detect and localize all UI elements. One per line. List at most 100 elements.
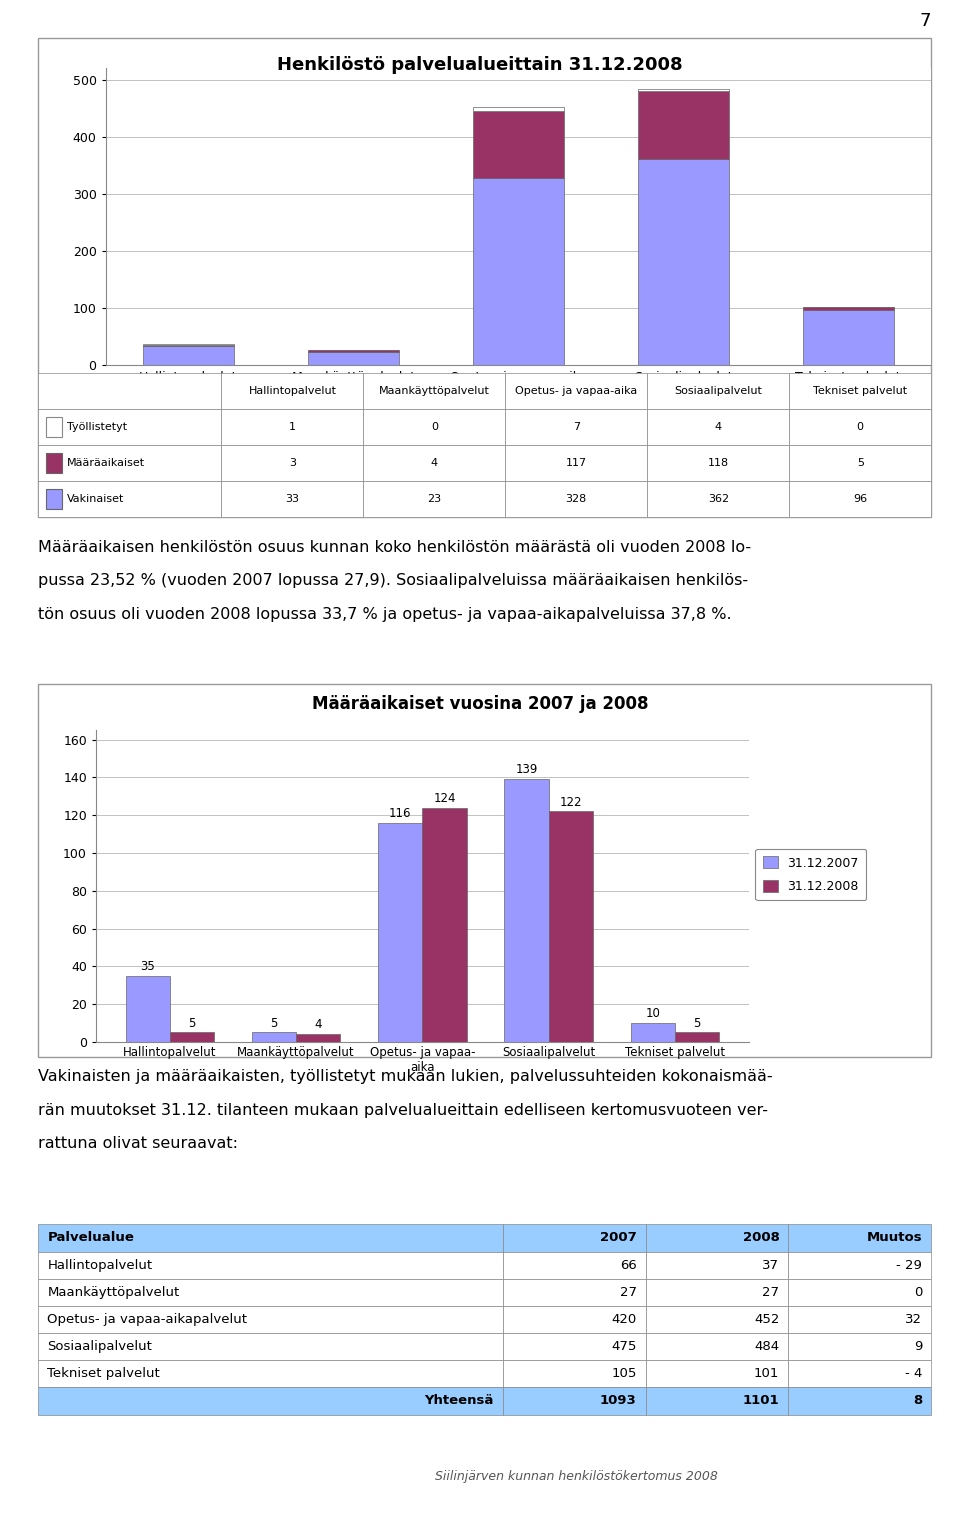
Bar: [296, 1034, 341, 1042]
Bar: [473, 111, 564, 178]
Text: 105: 105: [612, 1367, 636, 1380]
Bar: [143, 344, 234, 347]
Text: 27: 27: [762, 1285, 780, 1299]
Text: Siilinjärven kunnan henkilöstökertomus 2008: Siilinjärven kunnan henkilöstökertomus 2…: [435, 1469, 717, 1483]
Text: Määräaikaiset: Määräaikaiset: [67, 458, 145, 468]
Bar: [789, 481, 931, 517]
Text: 117: 117: [565, 458, 587, 468]
Text: 5: 5: [271, 1016, 277, 1030]
Bar: [505, 373, 647, 409]
Text: Tekniset palvelut: Tekniset palvelut: [813, 386, 907, 395]
Text: 37: 37: [762, 1259, 780, 1272]
Text: 1101: 1101: [743, 1395, 780, 1407]
Text: 4: 4: [431, 458, 438, 468]
Bar: [645, 1387, 788, 1415]
Text: 5: 5: [693, 1016, 701, 1030]
Text: 96: 96: [853, 494, 867, 503]
Text: Yhteensä: Yhteensä: [424, 1395, 493, 1407]
Text: 4: 4: [714, 421, 722, 432]
Text: 0: 0: [431, 421, 438, 432]
Text: Muutos: Muutos: [867, 1232, 923, 1244]
Bar: [364, 481, 505, 517]
Text: 139: 139: [516, 764, 538, 776]
Text: Määräaikaisen henkilöstön osuus kunnan koko henkilöstön määrästä oli vuoden 2008: Määräaikaisen henkilöstön osuus kunnan k…: [38, 540, 752, 555]
Text: tön osuus oli vuoden 2008 lopussa 33,7 % ja opetus- ja vapaa-aikapalveluissa 37,: tön osuus oli vuoden 2008 lopussa 33,7 %…: [38, 607, 732, 622]
Text: Maankäyttöpalvelut: Maankäyttöpalvelut: [379, 386, 490, 395]
Bar: [503, 1307, 645, 1332]
Text: 124: 124: [433, 792, 456, 805]
Bar: [222, 409, 364, 444]
Bar: [45, 490, 61, 510]
Text: 420: 420: [612, 1313, 636, 1326]
Bar: [126, 976, 170, 1042]
Bar: [308, 350, 398, 351]
Bar: [503, 1332, 645, 1360]
Bar: [645, 1252, 788, 1279]
Text: 7: 7: [920, 12, 931, 30]
Text: rän muutokset 31.12. tilanteen mukaan palvelualueittain edelliseen kertomusvuote: rän muutokset 31.12. tilanteen mukaan pa…: [38, 1103, 768, 1118]
Text: 32: 32: [905, 1313, 923, 1326]
Bar: [170, 1033, 214, 1042]
Bar: [505, 444, 647, 481]
Legend: 31.12.2007, 31.12.2008: 31.12.2007, 31.12.2008: [756, 849, 867, 900]
Text: 33: 33: [285, 494, 300, 503]
Text: 8: 8: [913, 1395, 923, 1407]
Text: Tekniset palvelut: Tekniset palvelut: [47, 1367, 160, 1380]
Bar: [143, 347, 234, 365]
Bar: [503, 1360, 645, 1387]
Bar: [647, 373, 789, 409]
Bar: [675, 1033, 719, 1042]
Text: 27: 27: [619, 1285, 636, 1299]
Bar: [803, 307, 894, 310]
Bar: [38, 1360, 503, 1387]
Bar: [638, 88, 729, 91]
Text: 35: 35: [140, 960, 156, 973]
Bar: [378, 823, 422, 1042]
Bar: [38, 409, 222, 444]
Text: 9: 9: [914, 1340, 923, 1354]
Bar: [422, 808, 467, 1042]
Bar: [788, 1224, 931, 1252]
Bar: [222, 373, 364, 409]
Bar: [45, 417, 61, 437]
Bar: [631, 1024, 675, 1042]
Bar: [788, 1332, 931, 1360]
Text: 118: 118: [708, 458, 729, 468]
Text: rattuna olivat seuraavat:: rattuna olivat seuraavat:: [38, 1136, 238, 1151]
Bar: [38, 1279, 503, 1307]
Bar: [503, 1279, 645, 1307]
Text: Sosiaalipalvelut: Sosiaalipalvelut: [674, 386, 762, 395]
Bar: [549, 811, 593, 1042]
Text: Opetus- ja vapaa-aika: Opetus- ja vapaa-aika: [516, 386, 637, 395]
Text: 0: 0: [914, 1285, 923, 1299]
Bar: [222, 481, 364, 517]
Bar: [789, 409, 931, 444]
Bar: [38, 481, 222, 517]
Bar: [505, 409, 647, 444]
Text: 484: 484: [755, 1340, 780, 1354]
Bar: [647, 481, 789, 517]
Bar: [788, 1307, 931, 1332]
Text: Henkilöstö palvelualueittain 31.12.2008: Henkilöstö palvelualueittain 31.12.2008: [277, 56, 683, 75]
Text: Opetus- ja vapaa-aikapalvelut: Opetus- ja vapaa-aikapalvelut: [47, 1313, 248, 1326]
Text: 4: 4: [315, 1019, 322, 1031]
Text: Sosiaalipalvelut: Sosiaalipalvelut: [47, 1340, 153, 1354]
Text: 7: 7: [573, 421, 580, 432]
Bar: [789, 373, 931, 409]
Text: Maankäyttöpalvelut: Maankäyttöpalvelut: [47, 1285, 180, 1299]
Bar: [788, 1387, 931, 1415]
Bar: [364, 444, 505, 481]
Text: Hallintopalvelut: Hallintopalvelut: [249, 386, 336, 395]
Bar: [504, 779, 549, 1042]
Text: 10: 10: [645, 1007, 660, 1021]
Text: 122: 122: [560, 795, 582, 809]
Bar: [788, 1360, 931, 1387]
Bar: [638, 158, 729, 365]
Text: 328: 328: [565, 494, 587, 503]
Text: 23: 23: [427, 494, 442, 503]
Text: Työllistetyt: Työllistetyt: [67, 421, 127, 432]
Bar: [505, 481, 647, 517]
Bar: [38, 1224, 503, 1252]
Text: 116: 116: [389, 806, 412, 820]
Text: 101: 101: [754, 1367, 780, 1380]
